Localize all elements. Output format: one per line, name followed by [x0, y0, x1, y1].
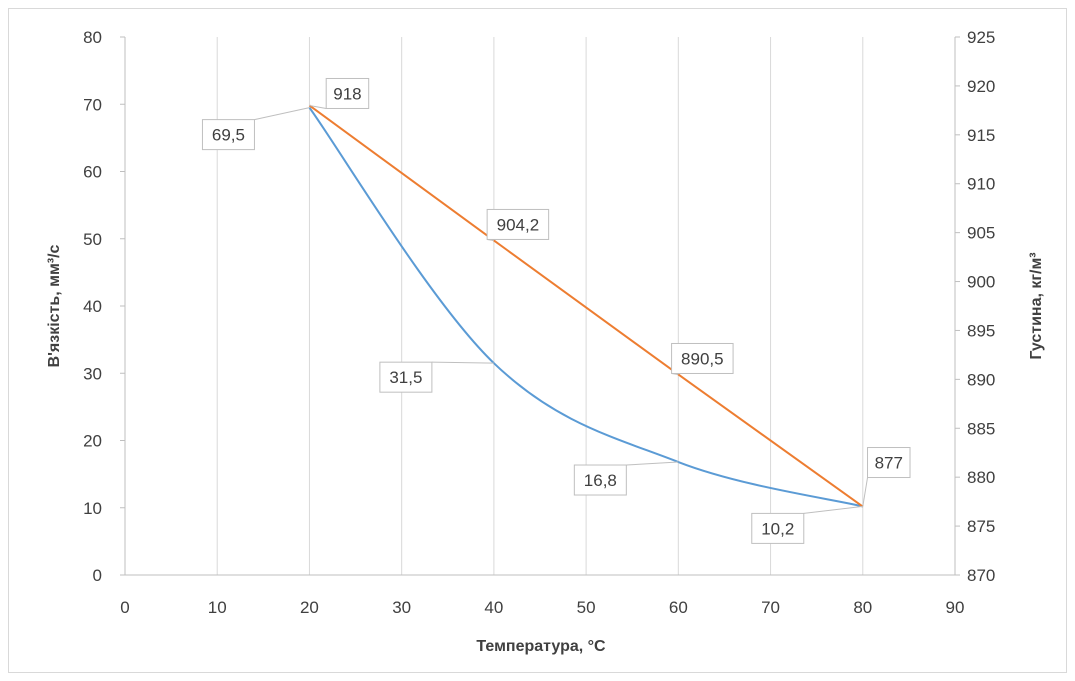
y-right-tick-label: 885: [967, 419, 995, 438]
data-label: 904,2: [486, 208, 550, 241]
data-label: 877: [862, 447, 911, 507]
y-left-tick-label: 50: [83, 230, 102, 249]
y-right-tick-label: 920: [967, 77, 995, 96]
data-label-text: 69,5: [212, 126, 245, 145]
x-tick-label: 50: [577, 598, 596, 617]
x-tick-label: 10: [208, 598, 227, 617]
y-left-tick-label: 0: [93, 566, 102, 585]
data-label-box: [573, 464, 627, 496]
x-axis-title: Температура, °С: [476, 638, 606, 655]
y-right-tick-label: 870: [967, 566, 995, 585]
y-right-tick-label: 900: [967, 273, 995, 292]
x-tick-label: 70: [761, 598, 780, 617]
y-axis-left-title: В'язкість, мм³/с: [46, 244, 63, 367]
data-label: 10,2: [751, 505, 863, 544]
data-label-box: [751, 512, 805, 544]
series-line-1: [308, 107, 864, 508]
data-label-leader: [309, 104, 327, 109]
data-label-box: [867, 447, 911, 479]
data-label-text: 918: [333, 84, 361, 103]
x-tick-label: 60: [669, 598, 688, 617]
grid-lines: [216, 37, 864, 575]
series-layer: [308, 104, 864, 508]
y-left-tick-label: 80: [83, 28, 102, 47]
axes: [120, 36, 960, 576]
data-label: 69,5: [201, 107, 310, 151]
y-right-tick-label: 925: [967, 28, 995, 47]
chart-frame: [8, 8, 1067, 673]
y-right-tick-label: 880: [967, 468, 995, 487]
data-label-leader: [254, 107, 310, 121]
data-labels: 69,5 31,5 16,8 10,2 918 904,2 890,5 877: [201, 77, 911, 544]
x-tick-label: 0: [120, 598, 129, 617]
data-label-leader: [862, 477, 869, 507]
x-tick-label: 20: [300, 598, 319, 617]
y-left-tick-label: 40: [83, 297, 102, 316]
data-label-text: 31,5: [389, 368, 422, 387]
y-right-tick-label: 910: [967, 175, 995, 194]
data-label: 918: [309, 77, 370, 109]
data-label: 890,5: [671, 342, 734, 375]
data-label-leader: [626, 461, 679, 466]
series-line-2: [308, 104, 864, 508]
data-label-leader: [431, 361, 494, 364]
x-tick-label: 30: [392, 598, 411, 617]
data-label-box: [486, 208, 550, 240]
y-left-tick-label: 30: [83, 364, 102, 383]
y-right-tick-label: 915: [967, 126, 995, 145]
y-right-tick-label: 875: [967, 517, 995, 536]
data-label: 16,8: [573, 461, 679, 496]
x-tick-label: 40: [484, 598, 503, 617]
x-tick-label: 90: [946, 598, 965, 617]
data-label-leader: [803, 505, 863, 514]
data-label-text: 890,5: [681, 349, 724, 368]
y-left-tick-label: 70: [83, 95, 102, 114]
y-left-tick-label: 20: [83, 432, 102, 451]
y-right-tick-label: 905: [967, 224, 995, 243]
data-label-box: [379, 361, 433, 393]
data-label-text: 16,8: [584, 471, 617, 490]
data-label-text: 877: [875, 454, 903, 473]
tick-labels: 0 10 20 30 40 50 60 70 80 90010203040506070808708…: [83, 28, 995, 617]
data-label-text: 904,2: [497, 215, 540, 234]
y-left-tick-label: 60: [83, 163, 102, 182]
y-right-tick-label: 890: [967, 370, 995, 389]
data-label-box: [201, 119, 255, 151]
y-left-tick-label: 10: [83, 499, 102, 518]
x-tick-label: 80: [853, 598, 872, 617]
data-label-text: 10,2: [761, 519, 794, 538]
y-axis-right-title: Густина, кг/м³: [1028, 252, 1045, 359]
y-right-tick-label: 895: [967, 321, 995, 340]
data-label-box: [671, 342, 734, 374]
data-label: 31,5: [379, 361, 494, 393]
data-label-box: [325, 77, 370, 109]
